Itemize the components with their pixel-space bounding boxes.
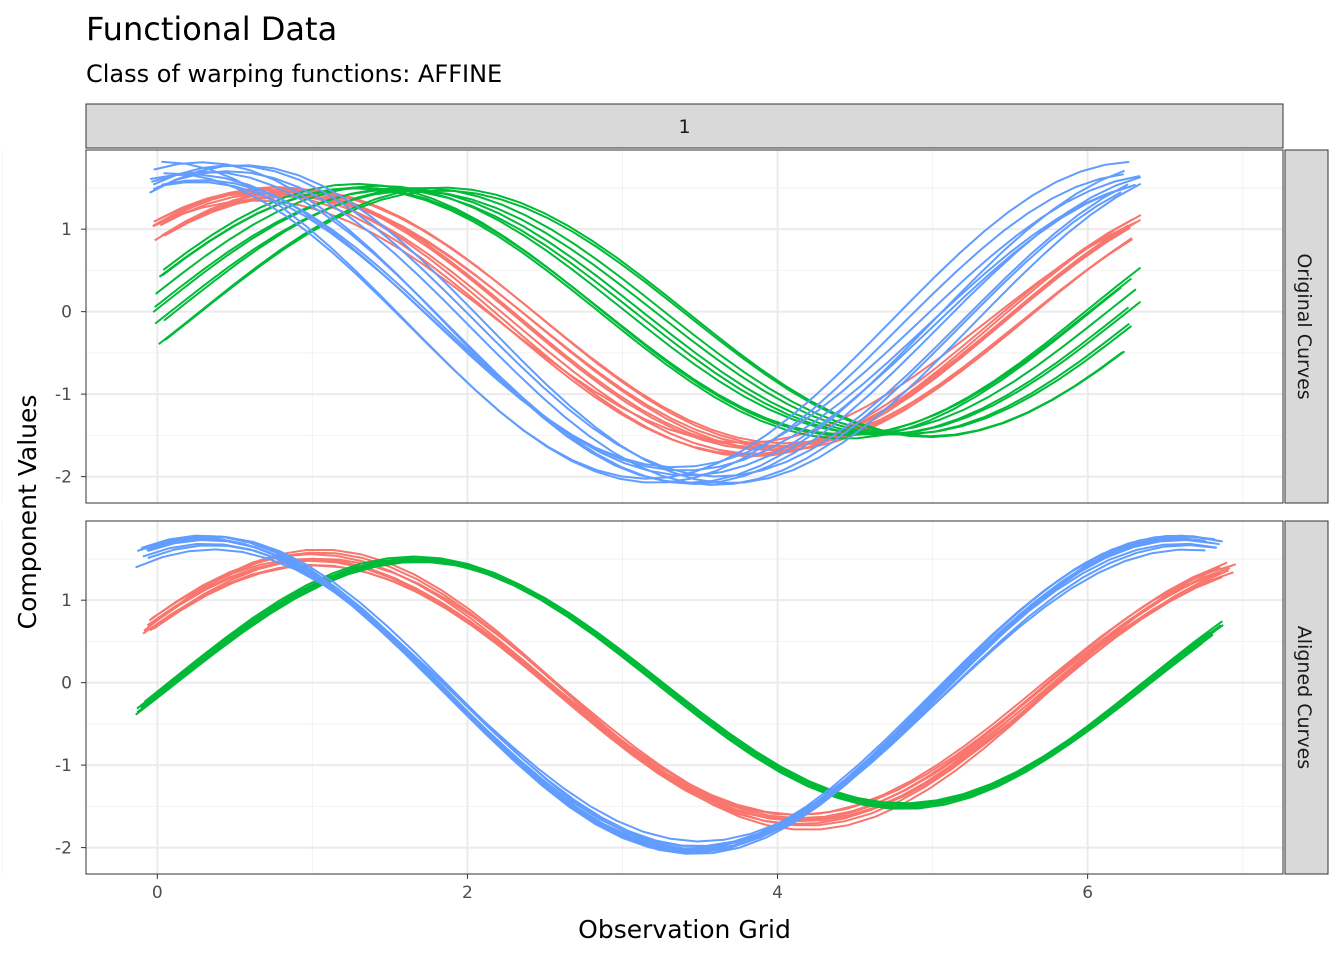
chart-subtitle: Class of warping functions: AFFINE bbox=[86, 60, 502, 88]
y-tick-label: -2 bbox=[55, 839, 72, 859]
panel-border bbox=[85, 520, 1284, 875]
series-line-green bbox=[155, 184, 1137, 435]
x-axis-title: Observation Grid bbox=[578, 915, 791, 944]
series-line-red bbox=[153, 191, 1133, 456]
series-line-green bbox=[154, 188, 1130, 436]
series-line-blue bbox=[149, 164, 1142, 484]
series-line-blue bbox=[148, 535, 1223, 855]
series-line-blue bbox=[160, 181, 1132, 472]
series-line-red bbox=[163, 193, 1122, 452]
y-tick-label: -1 bbox=[55, 756, 72, 776]
curves-group bbox=[149, 160, 1142, 486]
facet-strip-column-label: 1 bbox=[678, 116, 690, 138]
facet-strip-column bbox=[85, 103, 1284, 149]
facet-strip-row-1 bbox=[1284, 520, 1329, 875]
panel-aligned-curves: -2 -1 0 1 bbox=[1, 520, 1284, 875]
series-line-blue bbox=[161, 179, 1136, 477]
series-line-red bbox=[142, 563, 1234, 820]
x-tick-label: 0 bbox=[152, 883, 163, 903]
series-line-green bbox=[154, 189, 1130, 436]
facet-strip-row-label-aligned: Aligned Curves bbox=[1293, 626, 1315, 769]
series-line-blue bbox=[163, 172, 1124, 484]
y-axis-title: Component Values bbox=[13, 395, 42, 630]
y-tick-label: -2 bbox=[55, 468, 72, 488]
facet-strip-row-0 bbox=[1284, 149, 1329, 504]
chart-title: Functional Data bbox=[86, 10, 337, 48]
series-line-green bbox=[139, 559, 1209, 809]
panel-background bbox=[86, 521, 1283, 874]
series-line-blue bbox=[151, 170, 1142, 486]
series-line-blue bbox=[147, 538, 1214, 852]
y-tick-label: 1 bbox=[61, 591, 72, 611]
curves-group bbox=[135, 534, 1237, 855]
x-tick-label: 4 bbox=[772, 883, 783, 903]
y-tick-label: -1 bbox=[55, 385, 72, 405]
x-tick-label: 6 bbox=[1082, 883, 1093, 903]
x-tick-label: 2 bbox=[462, 883, 473, 903]
y-tick-label: 1 bbox=[61, 220, 72, 240]
series-line-blue bbox=[161, 160, 1130, 480]
y-tick-label: 0 bbox=[61, 674, 72, 694]
series-line-blue bbox=[146, 535, 1215, 851]
y-tick-label: 0 bbox=[61, 303, 72, 323]
panel-original-curves: -2 -1 0 1 bbox=[1, 149, 1284, 504]
x-axis-tick-labels: 0 2 4 6 bbox=[152, 874, 1093, 903]
panel-border bbox=[85, 149, 1284, 504]
series-line-red bbox=[163, 188, 1142, 451]
series-line-blue bbox=[153, 170, 1122, 486]
facet-strip-row-label-original: Original Curves bbox=[1293, 253, 1315, 399]
series-line-blue bbox=[149, 173, 1141, 469]
